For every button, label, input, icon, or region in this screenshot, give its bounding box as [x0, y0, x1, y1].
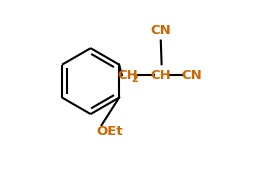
Text: CN: CN — [150, 24, 171, 37]
Text: 2: 2 — [132, 74, 139, 84]
Text: CH: CH — [150, 69, 171, 82]
Text: OEt: OEt — [97, 125, 123, 138]
Text: CN: CN — [182, 69, 202, 82]
Text: CH: CH — [117, 69, 138, 82]
